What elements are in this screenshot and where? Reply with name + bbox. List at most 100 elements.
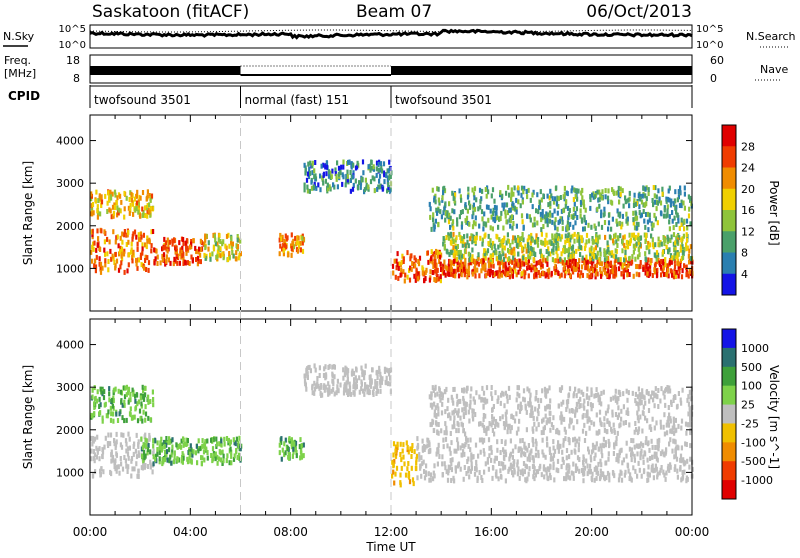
scatter-cell <box>112 390 115 396</box>
scatter-cell <box>512 472 515 478</box>
scatter-cell <box>585 239 588 245</box>
scatter-cell <box>203 457 206 463</box>
scatter-cell <box>114 458 117 464</box>
scatter-cell <box>133 414 136 420</box>
scatter-cell <box>188 261 191 266</box>
scatter-cell <box>582 413 585 418</box>
scatter-cell <box>298 444 302 450</box>
scatter-cell <box>231 241 234 247</box>
scatter-cell <box>595 469 598 475</box>
scatter-cell <box>341 181 344 187</box>
scatter-cell <box>448 412 451 418</box>
scatter-cell <box>141 384 144 390</box>
scatter-cell <box>117 267 121 273</box>
scatter-cell <box>94 395 97 401</box>
scatter-cell <box>306 188 309 194</box>
scatter-cell <box>490 391 493 397</box>
scatter-cell <box>555 245 558 251</box>
scatter-cell <box>621 248 624 254</box>
scatter-cell <box>139 395 142 401</box>
scatter-cell <box>547 251 550 257</box>
scatter-cell <box>96 204 99 210</box>
scatter-cell <box>522 269 525 275</box>
scatter-cell <box>630 438 633 443</box>
scatter-cell <box>115 451 118 457</box>
scatter-cell <box>144 437 147 443</box>
colorbar-tick-label: 4 <box>741 268 748 281</box>
scatter-cell <box>590 392 593 398</box>
scatter-cell <box>637 401 640 407</box>
scatter-cell <box>666 239 669 245</box>
scatter-cell <box>284 450 287 456</box>
scatter-cell <box>501 243 504 249</box>
scatter-cell <box>561 449 564 455</box>
scatter-cell <box>123 248 126 254</box>
scatter-cell <box>430 256 433 262</box>
scatter-cell <box>126 446 129 452</box>
scatter-cell <box>149 459 152 465</box>
scatter-cell <box>123 269 126 275</box>
scatter-cell <box>673 258 676 264</box>
scatter-cell <box>670 259 673 265</box>
scatter-cell <box>648 271 652 277</box>
scatter-cell <box>140 465 143 471</box>
scatter-cell <box>357 185 360 191</box>
scatter-cell <box>465 401 468 407</box>
scatter-cell <box>510 192 513 198</box>
scatter-cell <box>482 221 485 227</box>
scatter-cell <box>415 268 418 274</box>
scatter-cell <box>602 389 605 395</box>
scatter-cell <box>546 475 549 481</box>
scatter-cell <box>311 170 314 176</box>
scatter-cell <box>144 242 147 248</box>
scatter-cell <box>90 412 93 418</box>
scatter-cell <box>535 267 538 273</box>
scatter-cell <box>106 251 109 257</box>
scatter-cell <box>607 451 610 457</box>
scatter-cell <box>294 440 298 446</box>
scatter-cell <box>686 225 689 231</box>
scatter-cell <box>123 232 126 238</box>
scatter-cell <box>593 268 597 274</box>
scatter-cell <box>458 262 461 268</box>
scatter-cell <box>582 457 585 462</box>
scatter-cell <box>567 225 570 231</box>
scatter-cell <box>656 220 659 226</box>
scatter-cell <box>376 388 379 394</box>
scatter-cell <box>98 396 101 402</box>
scatter-cell <box>436 403 439 409</box>
scatter-cell <box>560 464 563 470</box>
scatter-cell <box>565 472 568 478</box>
scatter-cell <box>585 413 588 419</box>
scatter-cell <box>326 387 329 393</box>
scatter-cell <box>199 238 202 244</box>
scatter-cell <box>108 197 111 202</box>
scatter-cell <box>522 388 526 394</box>
scatter-cell <box>443 244 446 249</box>
scatter-cell <box>93 401 96 407</box>
scatter-cell <box>473 267 477 273</box>
scatter-cell <box>598 203 601 209</box>
scatter-cell <box>441 197 444 203</box>
scatter-cell <box>112 418 115 424</box>
scatter-cell <box>512 202 515 208</box>
scatter-cell <box>126 451 130 457</box>
scatter-cell <box>469 468 472 474</box>
scatter-cell <box>137 257 141 263</box>
scatter-cell <box>381 376 384 382</box>
scatter-cell <box>165 449 169 455</box>
scatter-cell <box>502 454 506 460</box>
scatter-cell <box>173 257 176 262</box>
scatter-cell <box>600 273 603 279</box>
scatter-cell <box>190 254 193 260</box>
scatter-cell <box>517 466 520 472</box>
scatter-cell <box>648 447 651 453</box>
scatter-cell <box>537 209 540 215</box>
scatter-cell <box>223 441 226 447</box>
scatter-cell <box>464 405 467 411</box>
scatter-cell <box>104 401 107 407</box>
scatter-cell <box>464 205 468 211</box>
scatter-cell <box>403 461 406 467</box>
scatter-cell <box>507 385 511 391</box>
scatter-cell <box>468 204 472 210</box>
